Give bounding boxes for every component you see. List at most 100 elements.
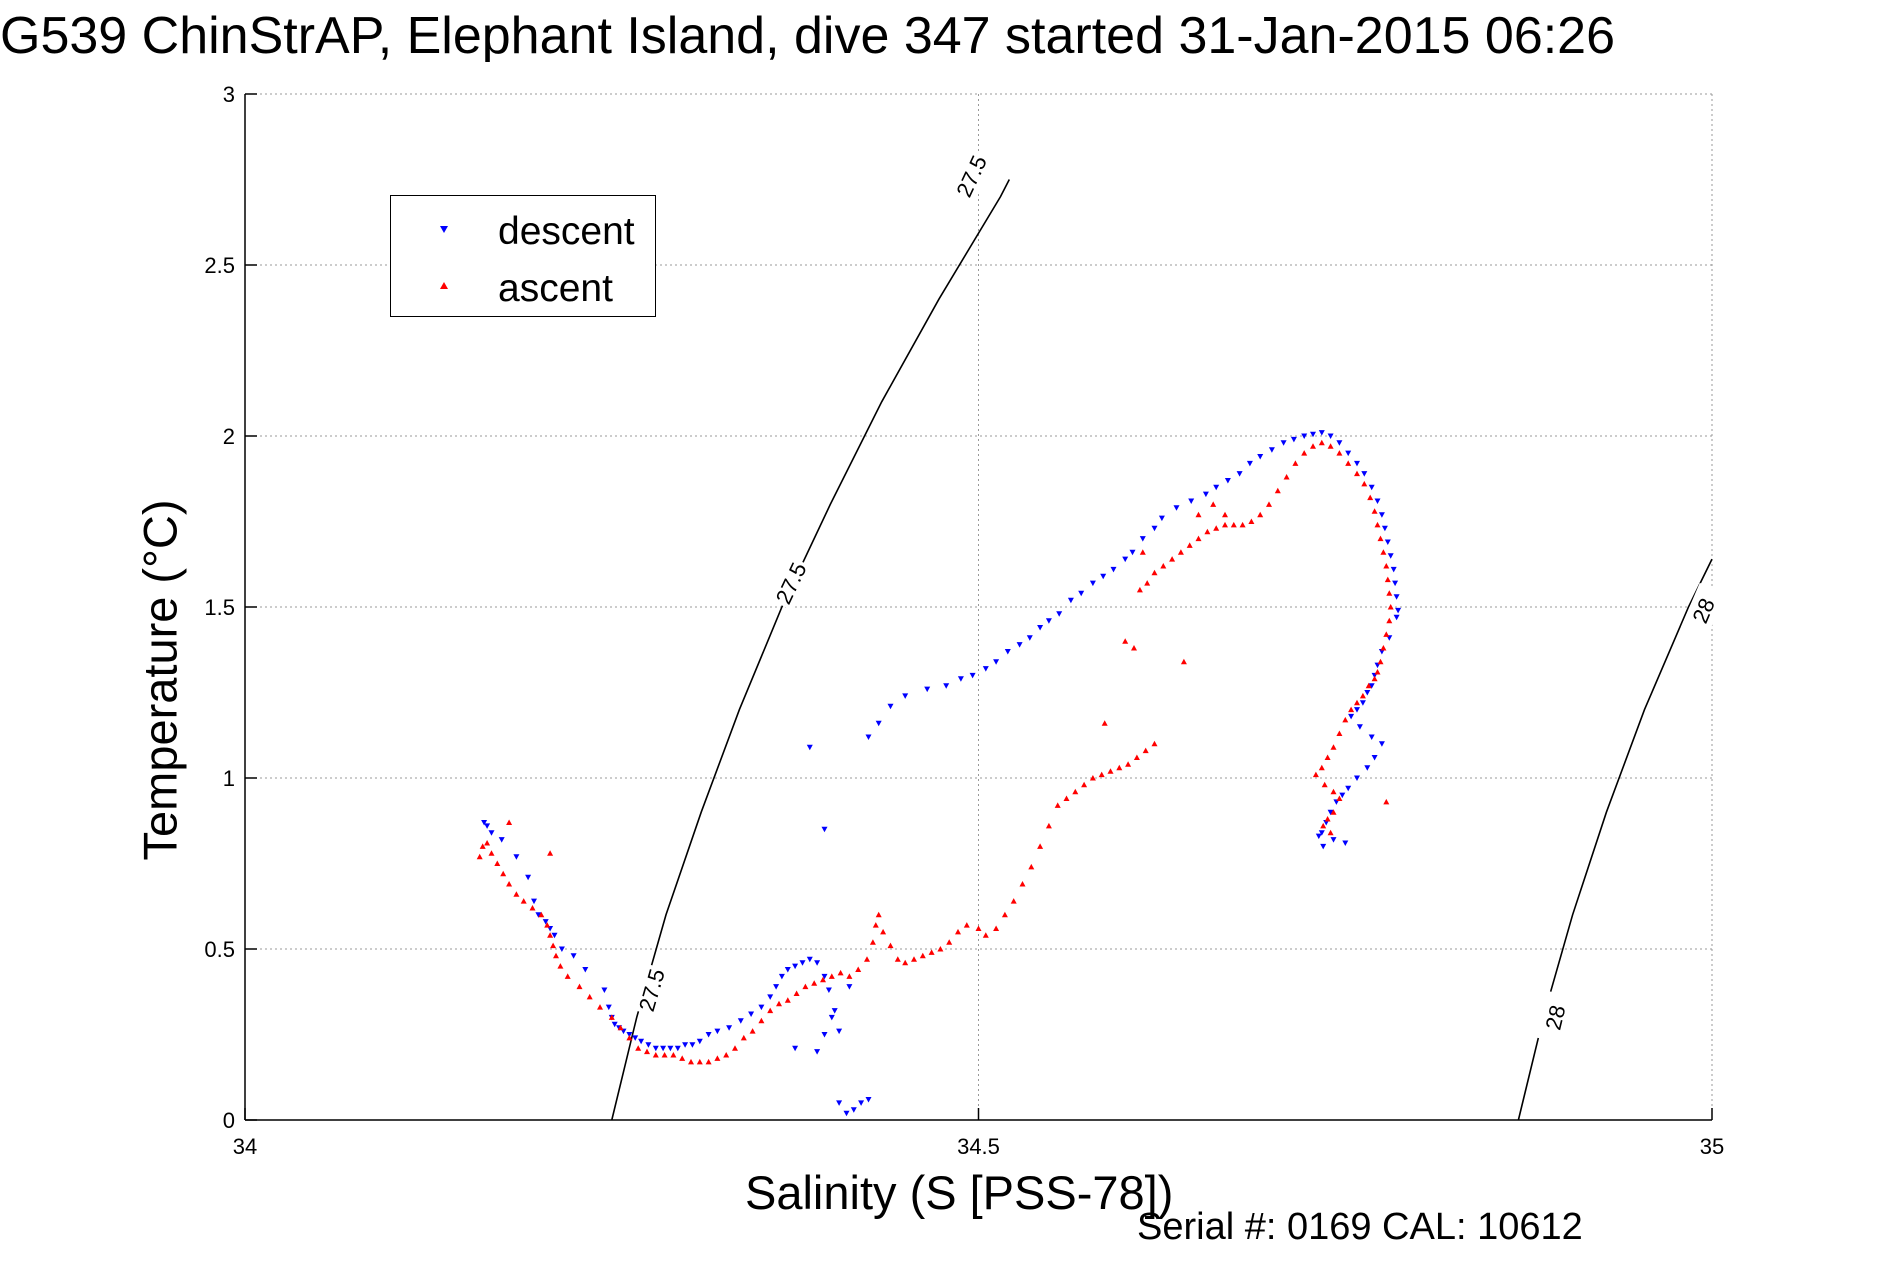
descent-point (1158, 515, 1165, 522)
ascent-point (1330, 809, 1337, 815)
ascent-point (506, 819, 513, 825)
series-ascent (476, 439, 1394, 1065)
ascent-point (1177, 549, 1184, 555)
ascent-point (1387, 604, 1394, 610)
descent-point (632, 1035, 639, 1041)
contour-label-bg (631, 963, 672, 1017)
ascent-point (1210, 501, 1217, 507)
ascent-point (1045, 822, 1052, 829)
contour-label-bg (767, 555, 814, 611)
ascent-point (1248, 518, 1255, 524)
ascent-point (1001, 911, 1008, 918)
ascent-point (1324, 754, 1331, 760)
legend-entry-descent: descent (391, 206, 655, 256)
ascent-point (1089, 775, 1096, 781)
ascent-point (875, 911, 882, 918)
descent-point (1045, 618, 1052, 624)
descent-point (748, 1011, 755, 1017)
descent-point (814, 960, 821, 966)
ascent-point (553, 952, 559, 959)
ascent-point (1386, 617, 1393, 624)
descent-point (1359, 700, 1366, 706)
descent-point (582, 967, 589, 973)
ascent-point (1257, 511, 1264, 518)
descent-point (821, 826, 828, 833)
descent-point (1257, 454, 1264, 460)
ascent-point (993, 925, 1000, 931)
ascent-point (1361, 480, 1368, 487)
descent-point (831, 1008, 838, 1014)
ascent-point (547, 850, 554, 856)
y-axis-label: Temperature (°C) (133, 499, 187, 861)
contour-label-bg (1680, 582, 1726, 638)
ascent-point (1310, 443, 1316, 449)
ascent-point (802, 983, 809, 990)
ascent-point (1380, 549, 1387, 555)
contour-label-28: 28 (1540, 1003, 1570, 1033)
descent-point (957, 676, 964, 682)
ascent-point (1321, 781, 1328, 788)
descent-point (531, 898, 537, 905)
descent-point (767, 994, 774, 1000)
ascent-point (911, 956, 917, 962)
ascent-point (1072, 788, 1079, 795)
descent-point (1345, 785, 1352, 792)
descent-point (498, 837, 505, 843)
descent-point (1310, 431, 1316, 438)
ascent-point (1142, 747, 1149, 754)
descent-point (865, 1097, 872, 1103)
descent-point (1246, 460, 1253, 467)
ascent-point (855, 966, 862, 972)
descent-point (1364, 690, 1371, 696)
ascent-point (872, 922, 879, 928)
descent-point (542, 919, 549, 925)
ascent-point (1116, 764, 1123, 771)
descent-point (843, 1110, 850, 1117)
descent-point (1122, 556, 1129, 563)
ascent-point (1186, 542, 1193, 548)
ascent-point (1374, 669, 1381, 675)
ascent-point (1239, 521, 1246, 528)
ascent-point (1359, 692, 1366, 699)
descent-point (1345, 450, 1352, 457)
ascent-point (1151, 569, 1158, 576)
descent-point (865, 734, 872, 740)
contour-label-bg (1535, 990, 1575, 1045)
descent-point (1078, 590, 1085, 597)
descent-point (551, 932, 558, 939)
descent-point (660, 1045, 667, 1052)
ascent-point (688, 1058, 694, 1065)
descent-point (850, 1107, 857, 1113)
ascent-point (1274, 487, 1281, 494)
descent-point (1395, 607, 1402, 614)
descent-point (1139, 536, 1146, 542)
ascent-point (811, 980, 818, 986)
ascent-point (670, 1052, 677, 1058)
ascent-point (937, 946, 944, 952)
ascent-point (1380, 645, 1387, 651)
descent-point (1384, 539, 1391, 545)
ascent-point (767, 1007, 774, 1014)
contour-label-bg (948, 148, 994, 204)
descent-point (1354, 460, 1360, 467)
descent-point (737, 1018, 744, 1024)
serial-footer: Serial #: 0169 CAL: 10612 (1137, 1206, 1583, 1248)
ascent-point (894, 956, 901, 962)
ascent-point (520, 898, 527, 904)
ascent-point (1131, 645, 1137, 651)
ascent-point (488, 850, 495, 856)
descent-point (1100, 573, 1107, 580)
ascent-point (550, 942, 557, 949)
descent-point (792, 1045, 799, 1052)
ascent-point (1144, 580, 1151, 586)
ascent-point (1383, 798, 1390, 805)
ascent-point (758, 1017, 765, 1024)
ascent-point (946, 939, 953, 945)
ascent-point (1383, 631, 1390, 637)
descent-point (982, 666, 989, 672)
descent-point (1301, 433, 1308, 439)
descent-point (814, 1049, 821, 1055)
descent-point (1330, 837, 1337, 843)
descent-point (1381, 525, 1388, 532)
